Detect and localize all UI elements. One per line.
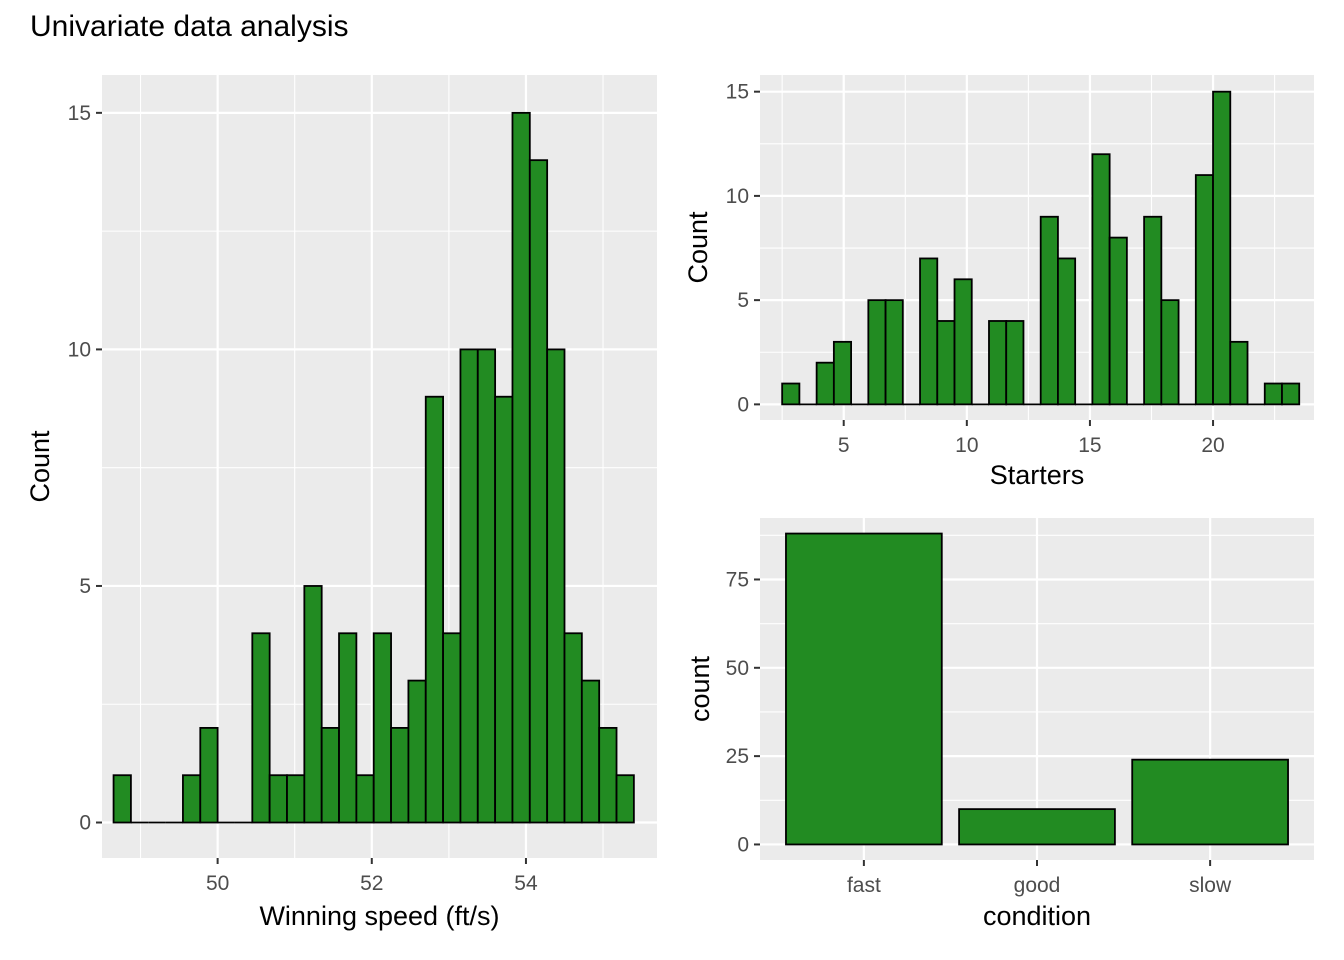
histogram-bar — [1229, 340, 1249, 406]
x-tick-label: fast — [847, 874, 881, 897]
histogram-bar — [494, 395, 514, 824]
histogram-bar — [615, 774, 635, 824]
histogram-bar — [1194, 174, 1214, 406]
y-tick-label: 75 — [726, 568, 749, 591]
y-axis-title: Count — [25, 430, 55, 503]
chart-panel-1: 0 5 10 15 50 52 54 Winning speed (ft/s) Count — [25, 75, 657, 931]
x-tick-label: 54 — [514, 872, 538, 895]
histogram-bar — [1212, 90, 1232, 406]
bar-good — [958, 808, 1116, 846]
histogram-bar — [286, 774, 306, 824]
y-tick-label: 0 — [737, 393, 749, 416]
y-tick-label: 5 — [737, 289, 749, 312]
x-tick-label: 50 — [206, 872, 229, 895]
histogram-bar — [1108, 236, 1128, 406]
bar-slow — [1131, 758, 1289, 846]
x-tick-label: 5 — [838, 434, 850, 457]
histogram-bar — [355, 774, 375, 824]
x-tick-label: slow — [1189, 874, 1232, 897]
y-tick-label: 0 — [79, 812, 91, 835]
histogram-bar — [459, 348, 479, 824]
x-tick-label: 20 — [1201, 434, 1224, 457]
y-tick-label: 0 — [737, 833, 749, 856]
x-tick-label: 52 — [360, 872, 383, 895]
y-tick-label: 25 — [726, 745, 749, 768]
histogram-bar — [372, 632, 392, 824]
histogram-bar — [390, 726, 410, 824]
histogram-bar — [338, 632, 358, 824]
histogram-bar — [546, 348, 566, 824]
histogram-bar — [815, 361, 835, 406]
x-tick-label: 10 — [955, 434, 978, 457]
histogram-bar — [511, 111, 531, 824]
histogram-bar — [303, 585, 323, 824]
y-axis-title: Count — [683, 211, 713, 284]
histogram-bar — [563, 632, 583, 824]
y-axis-title: count — [685, 655, 715, 722]
chart-panel-2: 0 5 10 15 5 10 15 20 Starters Count — [683, 75, 1314, 490]
histogram-bar — [988, 320, 1008, 406]
histogram-bar — [598, 726, 618, 824]
y-tick-label: 50 — [726, 657, 749, 680]
histogram-bar — [442, 632, 462, 824]
histogram-bar — [781, 382, 801, 406]
histogram-bar — [112, 774, 132, 824]
histogram-bar — [424, 395, 444, 824]
histogram-bar — [1057, 257, 1077, 406]
x-axis-title: condition — [983, 901, 1091, 931]
histogram-bar — [953, 278, 973, 406]
histogram-bar — [320, 726, 340, 824]
histogram-bar — [832, 340, 853, 406]
histogram-bar — [867, 299, 887, 406]
chart-panel-3: 0 25 50 75 fast good slow condition count — [685, 518, 1314, 931]
histogram-bar — [580, 679, 601, 824]
histogram-bar — [884, 299, 904, 406]
x-tick-label: 15 — [1078, 434, 1101, 457]
histogram-bar — [268, 774, 288, 824]
y-tick-label: 5 — [79, 575, 91, 598]
histogram-bar — [936, 320, 956, 406]
histogram-bar — [919, 257, 939, 406]
histogram-bar — [199, 726, 219, 824]
histogram-bar — [476, 348, 497, 824]
y-tick-label: 10 — [68, 338, 91, 361]
histogram-bar — [1263, 382, 1283, 406]
histogram-bar — [528, 159, 549, 824]
histogram-bar — [1091, 153, 1111, 406]
x-axis-title: Starters — [990, 460, 1085, 490]
histogram-bar — [1160, 299, 1180, 406]
y-tick-label: 10 — [726, 185, 749, 208]
histogram-bar — [1005, 320, 1025, 406]
x-axis-title: Winning speed (ft/s) — [259, 901, 499, 931]
histogram-bar — [251, 632, 271, 824]
histogram-bar — [1039, 215, 1059, 406]
histogram-bar — [407, 679, 427, 824]
histogram-bar — [182, 774, 202, 824]
figure-title: Univariate data analysis — [30, 10, 349, 43]
y-tick-label: 15 — [726, 81, 749, 104]
x-tick-label: good — [1014, 874, 1061, 897]
y-tick-label: 15 — [68, 102, 91, 125]
bar-fast — [785, 532, 943, 846]
histogram-bar — [1143, 215, 1163, 406]
histogram-bar — [1281, 382, 1301, 406]
